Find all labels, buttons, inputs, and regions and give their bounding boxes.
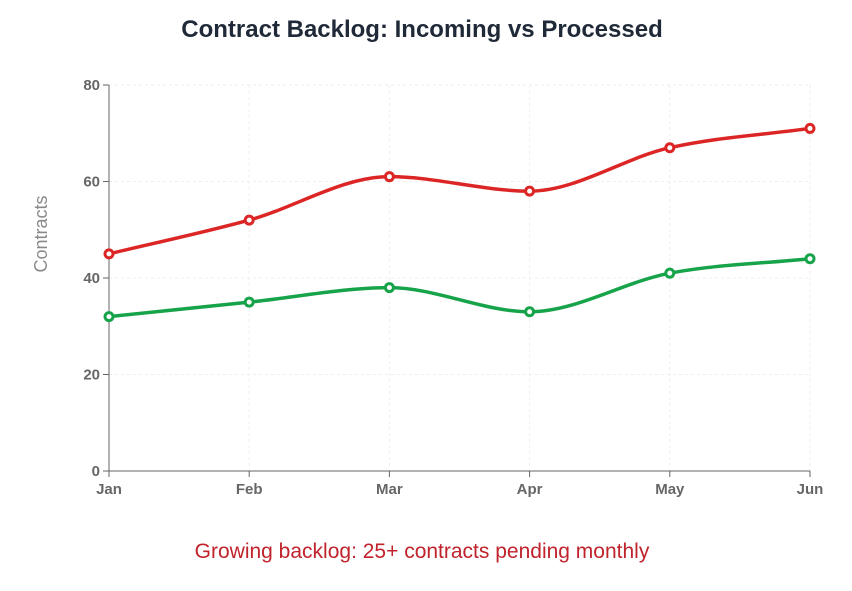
data-point-incoming bbox=[804, 122, 816, 134]
y-tick-label: 80 bbox=[83, 77, 100, 94]
series-processed bbox=[103, 253, 816, 323]
series-incoming bbox=[103, 122, 816, 260]
backlog-annotation: Growing backlog: 25+ contracts pending m… bbox=[194, 540, 650, 563]
y-tick-label: 40 bbox=[83, 270, 100, 287]
x-tick-label: May bbox=[655, 481, 685, 498]
data-point-processed bbox=[383, 282, 395, 294]
data-point-incoming bbox=[524, 185, 536, 197]
data-point-incoming bbox=[664, 142, 676, 154]
data-point-processed bbox=[664, 267, 676, 279]
x-tick-label: Mar bbox=[376, 481, 403, 498]
series-line-processed bbox=[108, 256, 811, 319]
x-tick-label: Jun bbox=[797, 481, 824, 498]
data-point-processed bbox=[524, 306, 536, 318]
data-point-processed bbox=[243, 296, 255, 308]
series-group bbox=[103, 122, 816, 323]
data-point-incoming bbox=[243, 214, 255, 226]
y-axis-ticks: 0 20 40 60 80 bbox=[83, 77, 109, 480]
y-tick-label: 0 bbox=[92, 463, 100, 480]
chart-title: Contract Backlog: Incoming vs Processed bbox=[181, 16, 663, 43]
x-axis-ticks: Jan Feb Mar Apr May Jun bbox=[96, 471, 823, 498]
data-point-incoming bbox=[383, 171, 395, 183]
data-point-incoming bbox=[103, 248, 115, 260]
x-tick-label: Jan bbox=[96, 481, 122, 498]
data-point-processed bbox=[103, 311, 115, 323]
y-tick-label: 60 bbox=[83, 174, 100, 191]
x-tick-label: Feb bbox=[236, 481, 263, 498]
gridlines bbox=[109, 84, 811, 471]
y-tick-label: 20 bbox=[83, 367, 100, 384]
x-tick-label: Apr bbox=[517, 481, 543, 498]
y-axis-title: Contracts bbox=[31, 195, 51, 272]
series-line-incoming bbox=[108, 126, 811, 256]
data-point-processed bbox=[804, 253, 816, 265]
